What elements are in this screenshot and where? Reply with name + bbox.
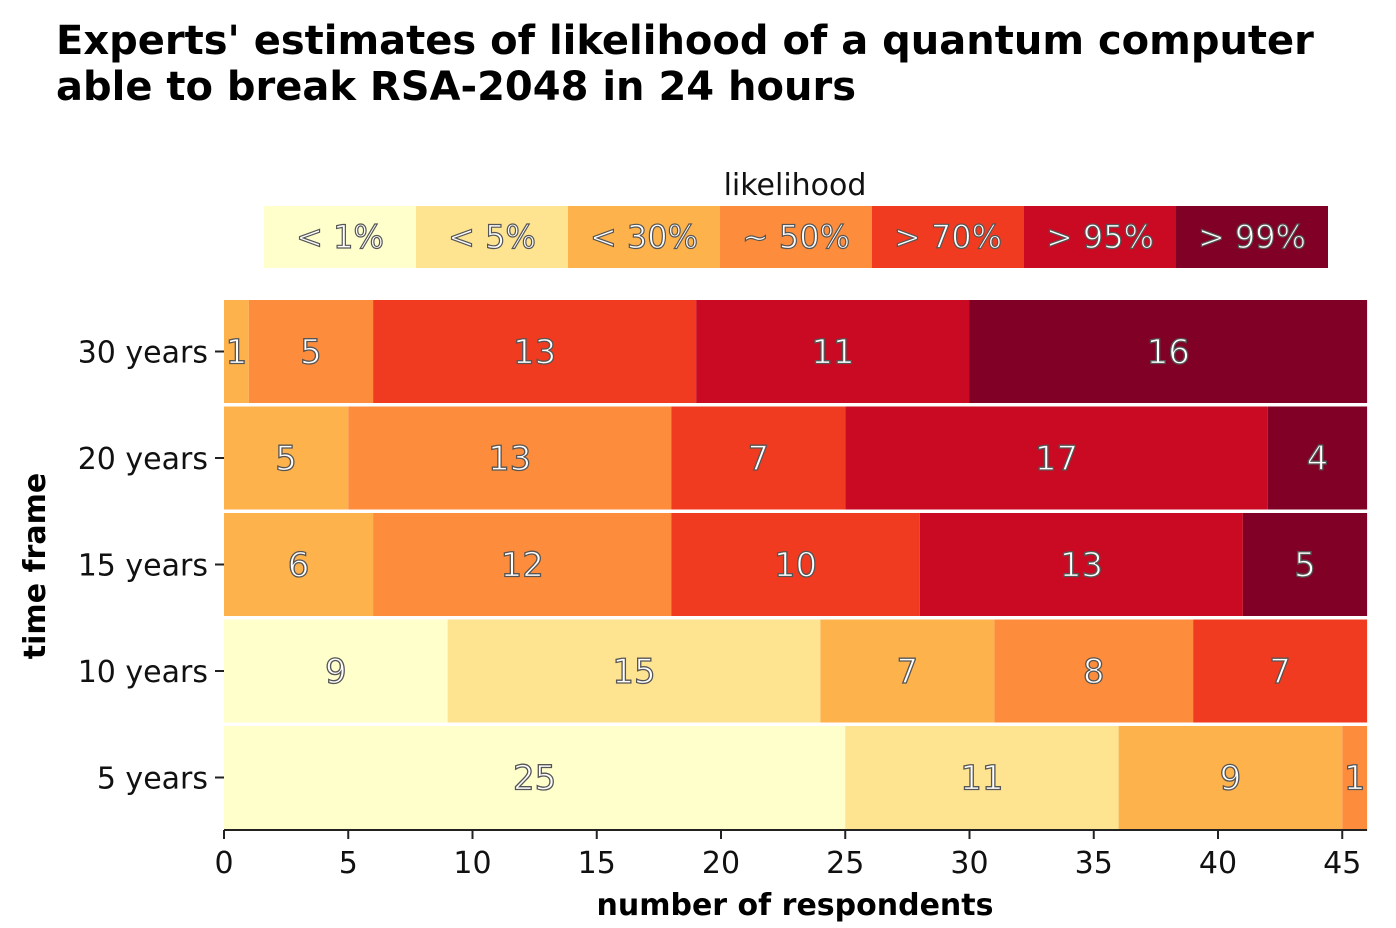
chart-title: Experts' estimates of likelihood of a qu…	[56, 18, 1376, 110]
bars-area: 1 5 13 11 165 13 7 17 46 12 10 13 59 15 7 8 725 11 9 1	[224, 300, 1368, 829]
y-tick-label: 20 years	[78, 442, 208, 477]
legend-item: < 5%	[416, 206, 568, 268]
bar-segment	[671, 513, 920, 616]
data-label: 9	[1220, 759, 1242, 799]
data-label: 13	[513, 333, 556, 373]
x-tick-label: 20	[702, 846, 740, 881]
legend-label: > 70%	[894, 218, 1002, 256]
chart-title-line-1: Experts' estimates of likelihood of a qu…	[56, 18, 1314, 64]
data-label: 5	[300, 333, 322, 373]
legend-swatch	[568, 206, 720, 268]
bar-segment	[845, 726, 1119, 829]
x-tick-label: 35	[1075, 846, 1113, 881]
x-tick-label: 45	[1323, 846, 1361, 881]
data-label: 10	[774, 546, 817, 586]
x-tick-label: 0	[214, 846, 233, 881]
data-label: 16	[1147, 333, 1190, 373]
data-label: 9	[325, 652, 347, 692]
bar-segment	[1193, 619, 1368, 723]
bar-segment	[820, 619, 995, 723]
y-tick-label: 15 years	[78, 549, 208, 584]
legend-swatch	[872, 206, 1024, 268]
legend-item: > 70%	[872, 206, 1024, 268]
legend-item: < 1%	[264, 206, 416, 268]
data-label: 1	[226, 333, 248, 373]
x-tick-label: 40	[1199, 846, 1237, 881]
bar-segment	[1342, 726, 1368, 829]
x-tick-label: 25	[826, 846, 864, 881]
y-axis: 30 years 20 years 15 years 10 years 5 years	[78, 336, 224, 797]
legend-swatch	[264, 206, 416, 268]
bar-segment	[671, 406, 846, 510]
bar-segment	[1118, 726, 1343, 829]
data-label: 15	[612, 652, 655, 692]
data-label: 11	[960, 759, 1003, 799]
data-label: 5	[275, 439, 297, 479]
legend-label: < 5%	[448, 218, 536, 256]
legend-swatch	[416, 206, 568, 268]
bar-segment	[248, 300, 374, 403]
data-label: 4	[1307, 439, 1329, 479]
bar-segment	[696, 300, 970, 403]
data-label: 5	[1294, 546, 1316, 586]
chart-title-line-2: able to break RSA-2048 in 24 hours	[56, 64, 857, 110]
bar-segment	[994, 619, 1194, 723]
x-tick-label: 30	[950, 846, 988, 881]
legend-swatch	[1024, 206, 1176, 268]
data-label: 25	[513, 759, 556, 799]
bar-segment	[1242, 513, 1368, 616]
legend-label: < 1%	[296, 218, 384, 256]
y-tick-label: 10 years	[78, 655, 208, 690]
data-label: 7	[897, 652, 919, 692]
data-label: 8	[1083, 652, 1105, 692]
data-label: 11	[811, 333, 854, 373]
x-tick-label: 10	[453, 846, 491, 881]
data-label: 13	[488, 439, 531, 479]
legend-item: ~ 50%	[720, 206, 872, 268]
legend-label: ~ 50%	[742, 218, 850, 256]
x-axis: 0 5 10 15 20 25 30 35 40 45	[214, 829, 1368, 881]
y-tick-label: 30 years	[78, 336, 208, 371]
data-label: 7	[747, 439, 769, 479]
legend-title: likelihood	[724, 168, 867, 203]
legend-item: > 95%	[1024, 206, 1176, 268]
legend-label: > 99%	[1198, 218, 1306, 256]
data-label: 7	[1269, 652, 1291, 692]
bar-segment	[224, 619, 448, 723]
bar-segment	[1267, 406, 1368, 510]
data-label: 6	[288, 546, 310, 586]
y-axis-title: time frame	[18, 473, 53, 659]
legend-item: < 30%	[568, 206, 720, 268]
data-label: 13	[1060, 546, 1103, 586]
data-label: 1	[1344, 759, 1366, 799]
x-axis-title: number of respondents	[597, 888, 994, 923]
bar-segment	[919, 513, 1243, 616]
legend-swatch	[1176, 206, 1328, 268]
x-tick-label: 5	[339, 846, 358, 881]
bar-segment	[224, 726, 846, 829]
bar-segment	[969, 300, 1368, 403]
legend-swatch	[720, 206, 872, 268]
bar-segment	[224, 406, 349, 510]
legend: likelihood < 1% < 5% < 30% ~ 50% > 70% > 95% >…	[264, 168, 1328, 268]
bar-segment	[224, 300, 249, 403]
bar-segment	[224, 513, 374, 616]
legend-item: > 99%	[1176, 206, 1328, 268]
bar-segment	[447, 619, 821, 723]
data-label: 12	[501, 546, 544, 586]
legend-label: < 30%	[590, 218, 698, 256]
bar-segment	[373, 513, 672, 616]
bar-segment	[348, 406, 672, 510]
data-label: 17	[1035, 439, 1078, 479]
bar-segment	[845, 406, 1268, 510]
y-tick-label: 5 years	[97, 762, 208, 797]
x-tick-label: 15	[578, 846, 616, 881]
bar-segment	[373, 300, 697, 403]
legend-label: > 95%	[1046, 218, 1154, 256]
